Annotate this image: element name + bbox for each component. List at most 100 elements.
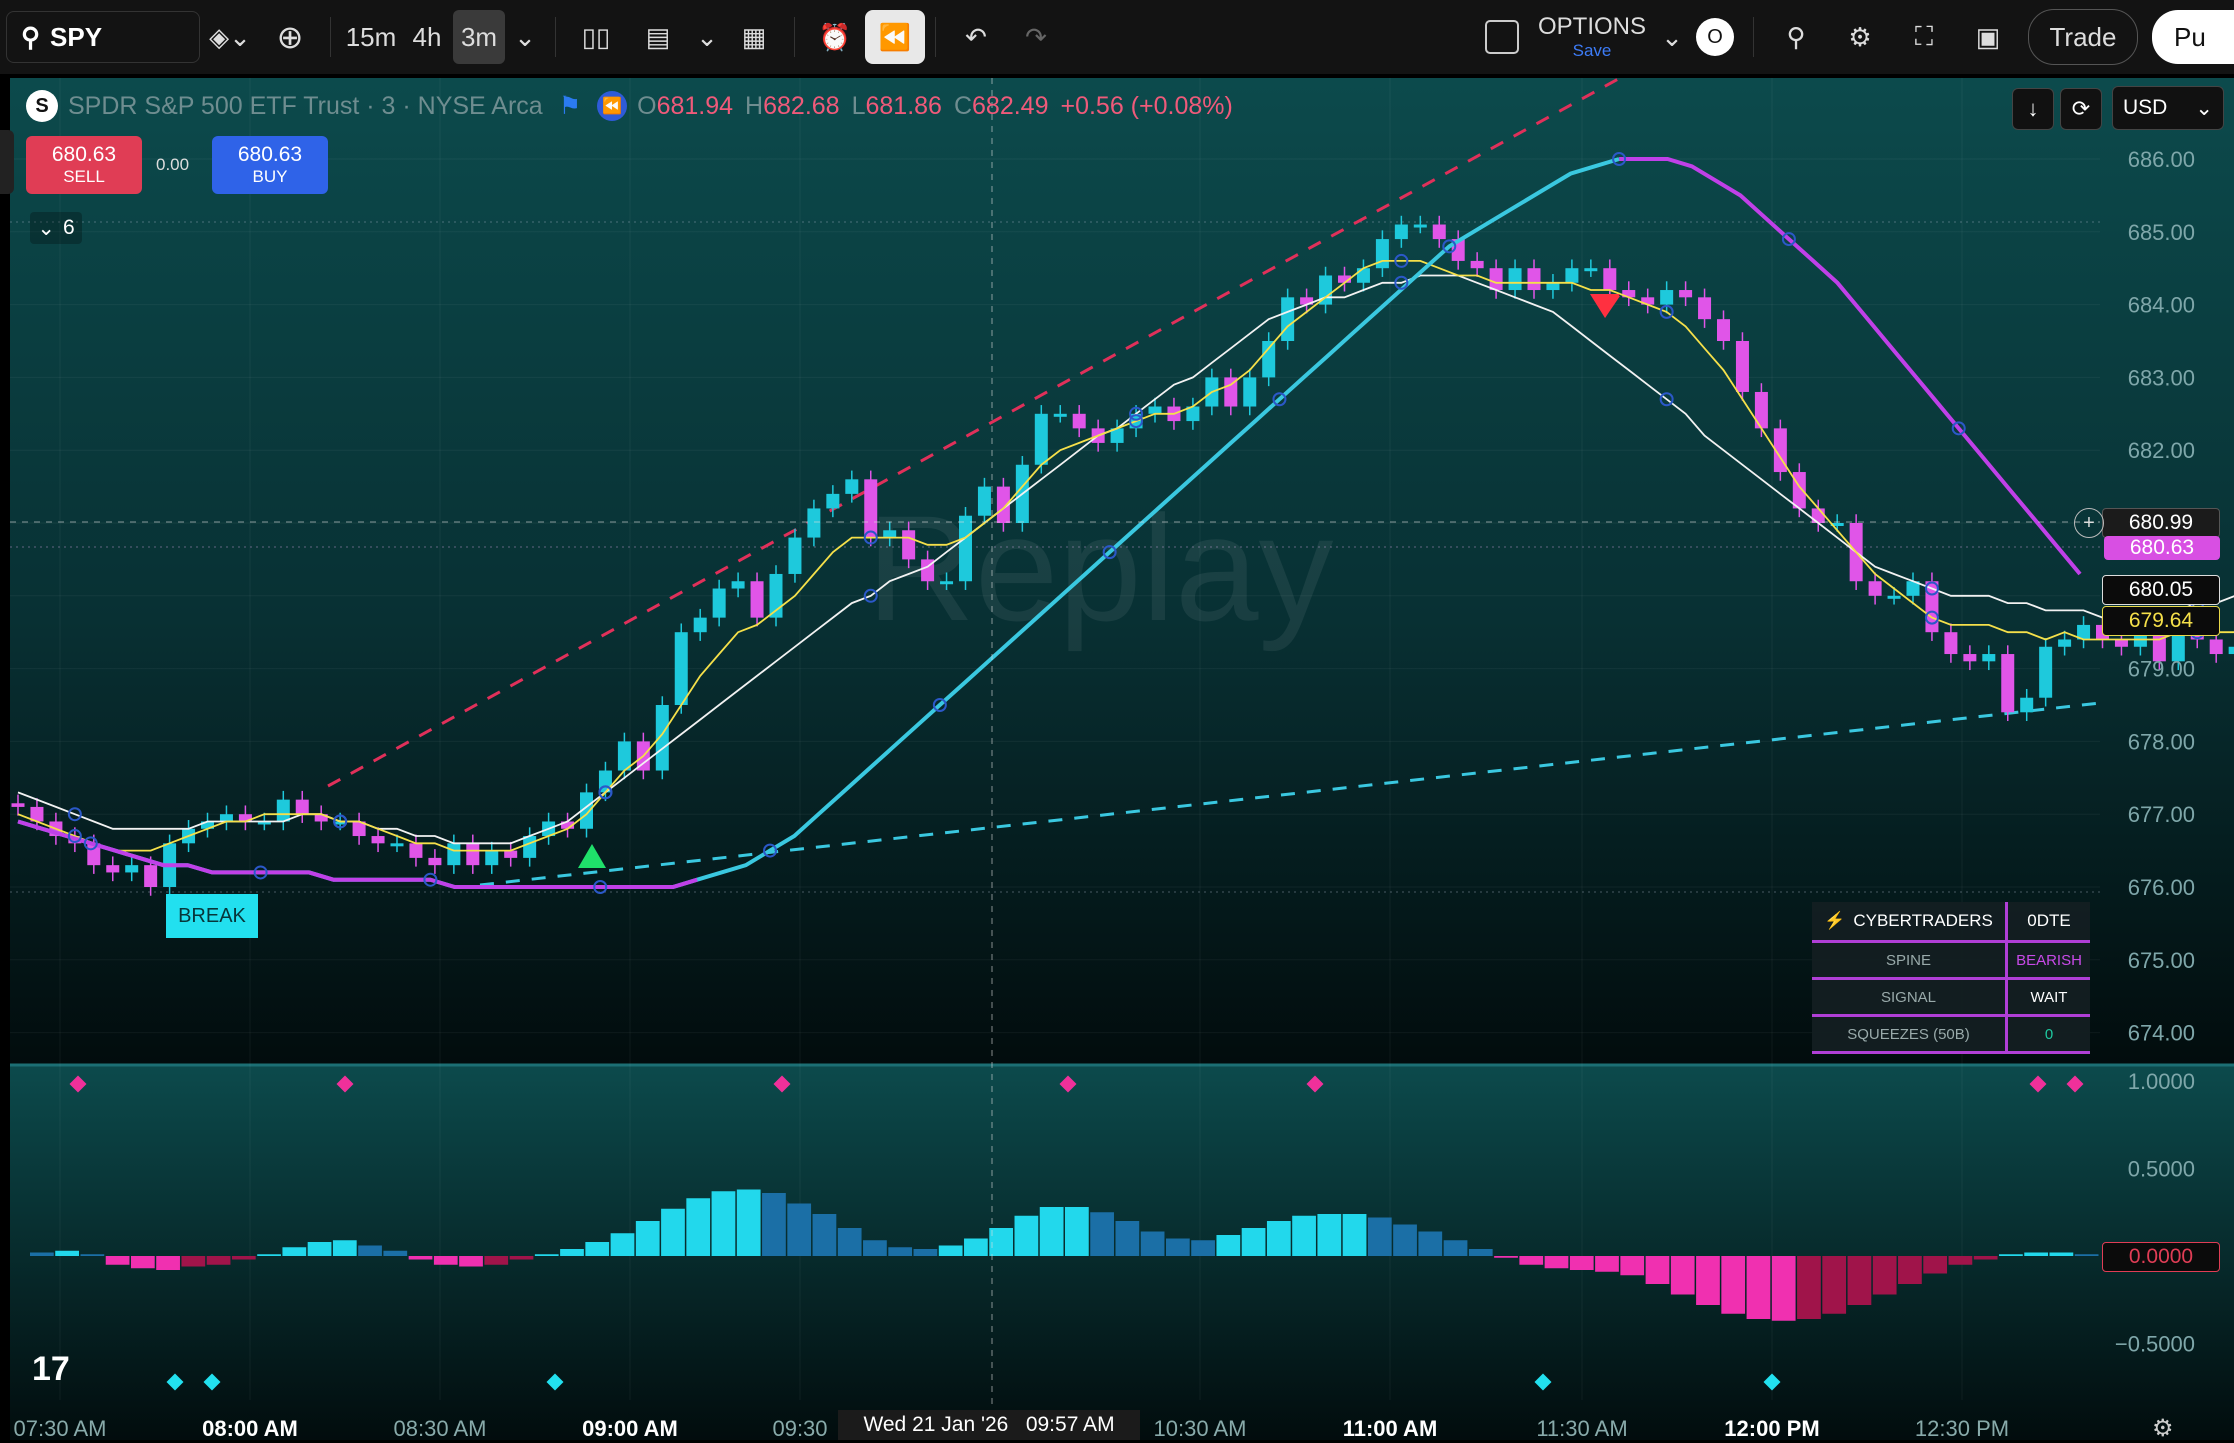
signal-value: WAIT	[2030, 988, 2068, 1006]
support-trendline	[479, 701, 2101, 887]
osc-bar	[1746, 1256, 1771, 1319]
interval-15m[interactable]: 15m	[345, 21, 397, 52]
osc-bar	[1569, 1256, 1594, 1270]
symbol-title[interactable]: SPDR S&P 500 ETF Trust · 3 · NYSE Arca	[68, 91, 543, 120]
osc-bar	[1216, 1235, 1241, 1256]
layout-icon[interactable]: ▦	[741, 21, 767, 52]
buy-button[interactable]: 680.63 BUY	[212, 136, 328, 194]
candle-body	[1508, 268, 1522, 291]
indicators-collapse[interactable]: ⌄ 6	[30, 212, 82, 244]
ma-dot	[1659, 304, 1674, 319]
left-edge-tab[interactable]	[0, 130, 14, 194]
candle-body	[1470, 260, 1484, 269]
spine-dot	[1612, 152, 1627, 166]
osc-bar	[181, 1256, 206, 1267]
y-tick-label: 684.00	[2128, 293, 2195, 318]
fullscreen-icon[interactable]: ⛶	[1914, 21, 1934, 51]
ma-dot	[1394, 253, 1409, 268]
candles-icon[interactable]: ▯▯	[581, 21, 611, 52]
undo-icon[interactable]: ↶	[965, 21, 987, 52]
add-alert-icon[interactable]: +	[2074, 508, 2104, 538]
ma-dot	[1924, 581, 1939, 596]
osc-bar	[888, 1247, 913, 1256]
osc-bar	[534, 1254, 559, 1256]
osc-bar	[156, 1256, 180, 1270]
candle-body	[940, 581, 954, 585]
options-dropdown-icon[interactable]: ⌄	[1661, 21, 1683, 52]
candle-body	[1300, 297, 1314, 305]
osc-bar	[1266, 1221, 1291, 1256]
sync-icon[interactable]: ⟳	[2060, 88, 2102, 130]
ma-dot	[67, 807, 82, 822]
osc-bar	[938, 1245, 963, 1256]
osc-bar	[1721, 1256, 1746, 1314]
candle-body	[523, 836, 537, 858]
open-value: 681.94	[656, 91, 734, 120]
candle-body	[1622, 290, 1636, 298]
interval-4h[interactable]: 4h	[412, 21, 442, 52]
osc-bar	[1872, 1256, 1897, 1295]
symbol-search[interactable]: ⚲ SPY	[6, 11, 200, 63]
spine-dot	[1442, 239, 1457, 254]
spine-value: BEARISH	[2016, 951, 2082, 969]
options-badge[interactable]: O	[1687, 10, 1743, 64]
candle-body	[1148, 406, 1162, 414]
indicators-dropdown-icon[interactable]: ⌄	[696, 21, 718, 52]
candle-body	[1754, 391, 1768, 429]
candle-body	[1698, 297, 1712, 320]
indicators-icon[interactable]: ▤	[645, 21, 671, 52]
currency-select[interactable]: USD ⌄	[2112, 86, 2224, 130]
osc-bar	[80, 1254, 105, 1256]
replay-badge-icon[interactable]: ⏪	[597, 91, 628, 121]
camera-icon[interactable]: ▣	[1975, 21, 2001, 52]
candle-body	[466, 843, 480, 866]
sell-signal-arrow	[1590, 294, 1620, 318]
candle-body	[295, 799, 309, 815]
squeezes-label: SQUEEZES (50B)	[1812, 1017, 2008, 1051]
add-symbol-icon[interactable]: ⊕	[276, 19, 304, 55]
osc-bar	[282, 1247, 307, 1256]
spine-dot	[932, 698, 947, 712]
settings-icon[interactable]: ⚙	[1848, 21, 1872, 52]
quick-search-icon[interactable]: ⚲	[1786, 21, 1806, 52]
osc-bar	[1140, 1231, 1165, 1256]
redo-icon[interactable]: ↷	[1025, 21, 1047, 52]
candle-body	[1394, 224, 1408, 240]
spine-label: SPINE	[1812, 943, 2008, 977]
osc-bar	[1090, 1212, 1114, 1256]
options-menu[interactable]: OPTIONS Save	[1527, 10, 1657, 64]
osc-bar	[610, 1233, 635, 1256]
candle-body	[106, 865, 120, 873]
osc-bar	[1165, 1238, 1190, 1256]
osc-bar	[433, 1256, 458, 1265]
osc-bar	[736, 1189, 761, 1256]
trade-button[interactable]: Trade	[2028, 9, 2138, 65]
osc-bar	[1620, 1256, 1645, 1276]
sell-button[interactable]: 680.63 SELL	[26, 136, 142, 194]
interval-3m[interactable]: 3m	[453, 10, 505, 64]
ma-dot	[598, 785, 613, 800]
x-tick-label: 08:00 AM	[202, 1416, 298, 1440]
osc-bar	[762, 1193, 786, 1256]
alert-icon[interactable]: ⏰	[818, 21, 852, 52]
download-icon[interactable]: ↓	[2012, 88, 2054, 130]
sell-price: 680.63	[51, 143, 117, 166]
options-checkbox[interactable]	[1477, 10, 1527, 64]
compare-icon[interactable]: ◈⌄	[209, 21, 251, 52]
ma-white-line	[17, 274, 2234, 845]
publish-button[interactable]: Pu	[2152, 10, 2234, 64]
price-chart[interactable]: Replay 686.00 685.00 684.00 683.00 682.00 681…	[10, 78, 2234, 1440]
change-value: +0.56 (+0.08%)	[1060, 91, 1233, 120]
osc-bar	[787, 1203, 812, 1256]
interval-dropdown-icon[interactable]: ⌄	[514, 21, 536, 52]
candle-body	[409, 843, 423, 858]
osc-bar	[509, 1256, 534, 1260]
osc-top-diamond	[1306, 1075, 1324, 1093]
candle-body	[807, 508, 821, 538]
candle-body	[276, 799, 290, 822]
osc-top-diamond	[2029, 1075, 2047, 1093]
y-tick-label: 686.00	[2128, 147, 2195, 172]
replay-icon[interactable]: ⏪	[865, 10, 925, 64]
axis-settings-icon[interactable]: ⚙	[2152, 1415, 2174, 1442]
candle-body	[2039, 646, 2053, 698]
